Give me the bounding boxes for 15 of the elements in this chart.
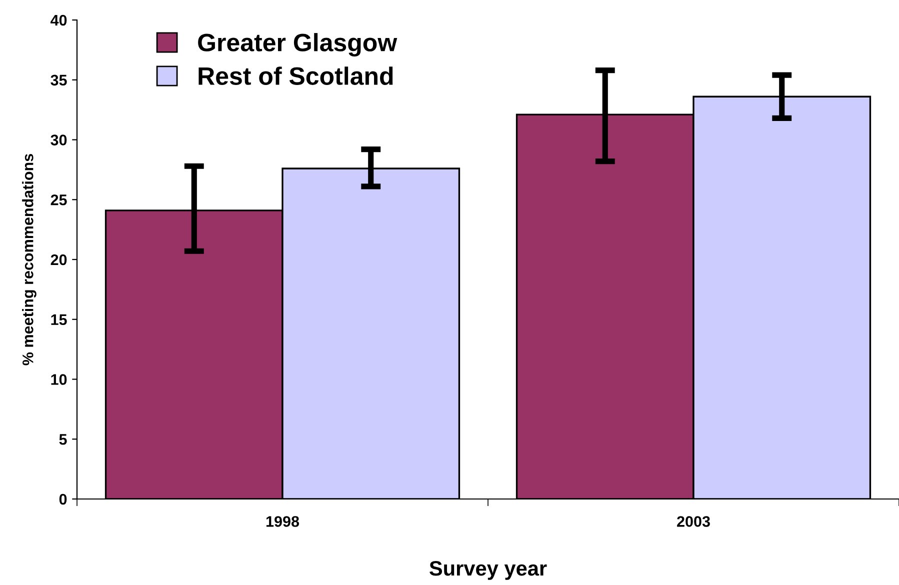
x-axis-title: Survey year: [430, 561, 547, 580]
y-tick-label: 20: [50, 254, 67, 266]
y-tick-label: 30: [50, 134, 67, 146]
y-tick-label: 40: [50, 14, 67, 26]
y-axis-title: % meeting recommendations: [22, 154, 36, 366]
x-tick-label: 2003: [677, 516, 710, 527]
y-tick-label: 35: [50, 74, 67, 86]
y-tick-label: 10: [51, 374, 67, 385]
y-tick-label: 15: [51, 314, 67, 326]
legend-label: Rest of Scotland: [198, 66, 393, 85]
y-tick-label: 25: [50, 194, 67, 206]
y-tick-label: 5: [59, 434, 67, 445]
y-tick-label: 0: [59, 494, 67, 505]
legend-label: Greater Glasgow: [198, 33, 398, 56]
x-tick-label: 1998: [266, 516, 300, 527]
